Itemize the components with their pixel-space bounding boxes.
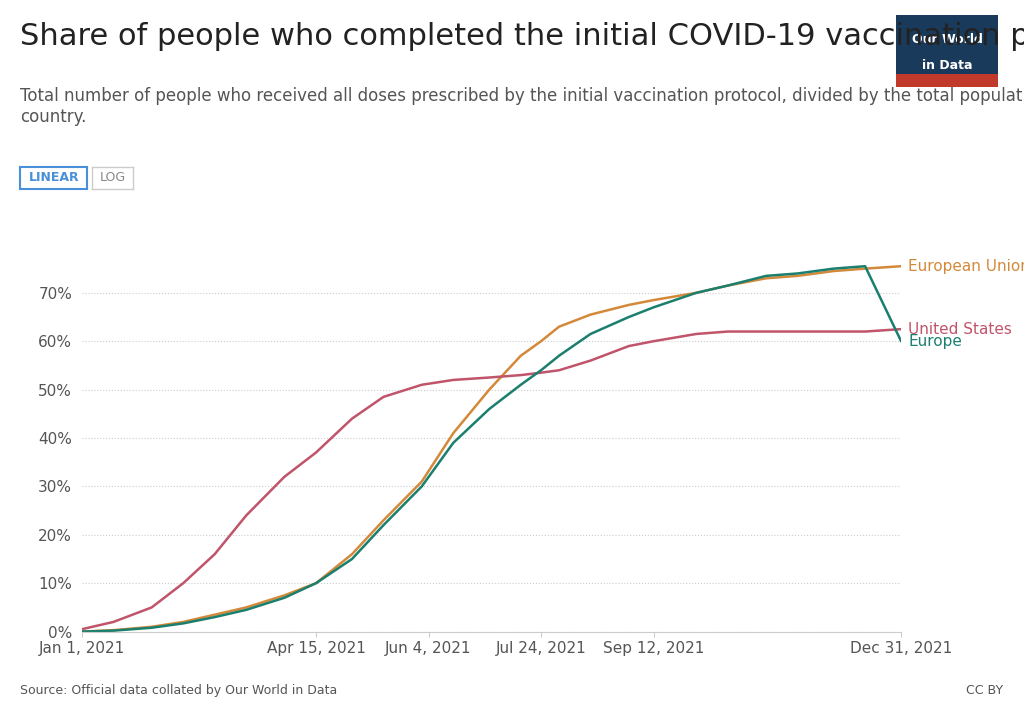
Text: CC BY: CC BY [967,684,1004,697]
Text: LOG: LOG [99,171,126,184]
Text: in Data: in Data [922,59,973,72]
Text: LINEAR: LINEAR [29,171,79,184]
Text: European Union: European Union [908,258,1024,274]
Text: United States: United States [908,322,1012,337]
Text: Share of people who completed the initial COVID-19 vaccination protocol: Share of people who completed the initia… [20,22,1024,51]
Text: Total number of people who received all doses prescribed by the initial vaccinat: Total number of people who received all … [20,87,1024,126]
Text: Source: Official data collated by Our World in Data: Source: Official data collated by Our Wo… [20,684,338,697]
Text: Our World: Our World [911,33,983,46]
Text: Europe: Europe [908,334,962,348]
